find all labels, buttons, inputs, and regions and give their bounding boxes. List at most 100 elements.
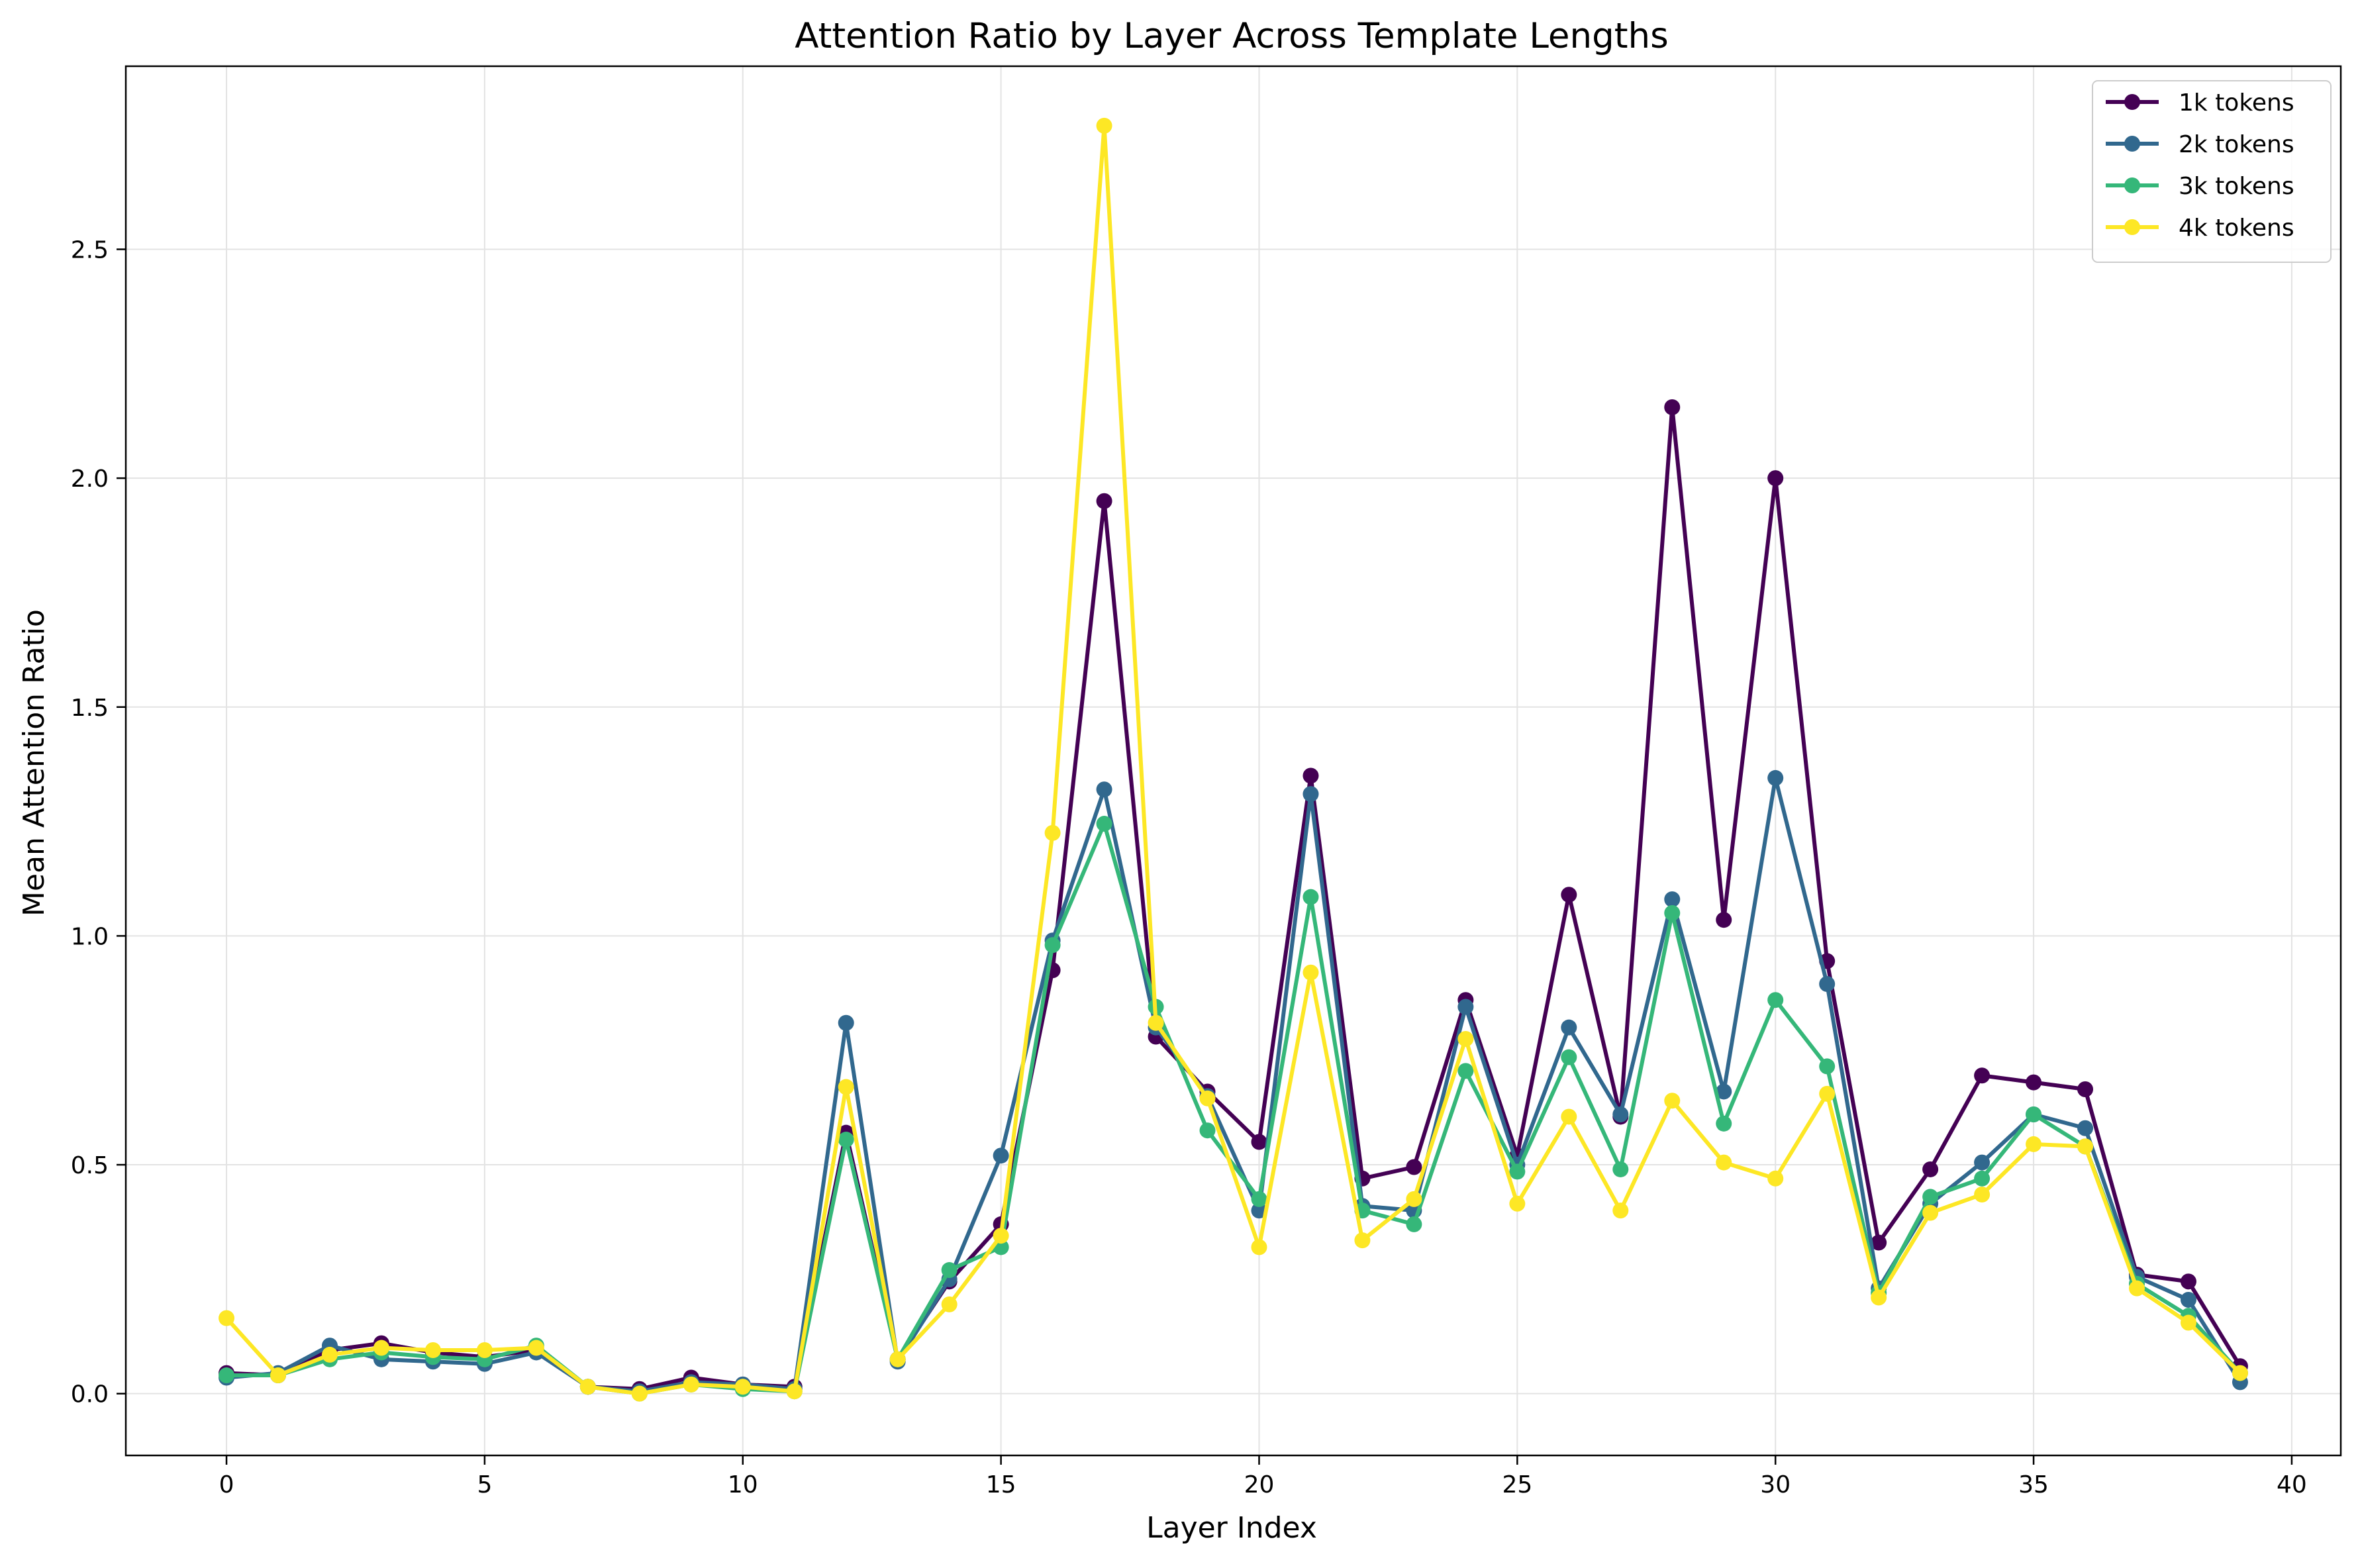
data-point <box>579 1379 596 1395</box>
data-point <box>1612 1202 1629 1219</box>
data-point <box>1096 117 1112 134</box>
axes: 0 5 10 15 20 25 30 35 40 0.0 0.5 1.0 1.5 2.0 2.5 <box>71 65 2342 1498</box>
data-point <box>1974 1186 1991 1202</box>
grid <box>126 66 2341 1455</box>
data-point <box>941 1296 958 1312</box>
data-point <box>1922 1204 1939 1221</box>
data-point <box>1303 964 1319 981</box>
data-point <box>1922 1189 1939 1205</box>
x-tick-label: 35 <box>2018 1471 2049 1498</box>
legend-label: 2k tokens <box>2179 131 2294 158</box>
data-point <box>1457 1030 1474 1047</box>
data-point <box>786 1383 803 1400</box>
data-point <box>838 1079 854 1095</box>
data-point <box>1406 1191 1422 1207</box>
data-point <box>1096 816 1112 832</box>
data-point <box>1044 937 1061 954</box>
data-point <box>373 1340 389 1356</box>
y-tick-label: 2.0 <box>71 466 109 493</box>
y-tick-label: 1.5 <box>71 695 109 722</box>
data-point <box>476 1342 493 1359</box>
x-tick-label: 0 <box>219 1471 234 1498</box>
x-axis-title: Layer Index <box>1146 1511 1317 1545</box>
x-tick-label: 25 <box>1502 1471 1532 1498</box>
data-point <box>1457 1063 1474 1079</box>
y-tick-label: 2.5 <box>71 237 109 264</box>
data-point <box>1509 1163 1526 1180</box>
legend-marker <box>2124 219 2140 235</box>
data-point <box>1871 1234 1887 1251</box>
data-point <box>1354 1232 1371 1249</box>
legend-item: 2k tokens <box>2106 131 2294 158</box>
data-point <box>1819 1085 1836 1102</box>
data-point <box>1251 1239 1267 1255</box>
data-point <box>1199 1122 1216 1139</box>
data-point <box>528 1340 544 1356</box>
data-point <box>1767 769 1784 786</box>
y-tick-label: 1.0 <box>71 923 109 950</box>
data-point <box>1767 470 1784 487</box>
data-point <box>1406 1159 1422 1175</box>
data-point <box>1767 1170 1784 1187</box>
series-line <box>224 123 2242 1396</box>
legend: 1k tokens 2k tokens 3k tokens 4k tokens <box>2092 80 2332 263</box>
data-point <box>838 1014 854 1031</box>
y-tick-label: 0.0 <box>71 1381 109 1408</box>
data-point <box>1251 1134 1267 1150</box>
data-point <box>1716 1083 1732 1100</box>
data-point <box>2180 1314 2196 1331</box>
data-point <box>1974 1170 1991 1187</box>
data-point <box>1716 1154 1732 1171</box>
data-point <box>2077 1138 2094 1155</box>
series-4k-tokens <box>219 117 2248 1402</box>
data-point <box>734 1379 751 1395</box>
data-point <box>1044 824 1061 841</box>
legend-box <box>2092 80 2332 263</box>
data-point <box>1303 889 1319 905</box>
data-point <box>1251 1202 1267 1219</box>
x-tick-label: 5 <box>477 1471 492 1498</box>
data-point <box>424 1342 441 1359</box>
data-point <box>1509 1195 1526 1212</box>
data-point <box>219 1310 235 1326</box>
x-tick-label: 10 <box>728 1471 758 1498</box>
legend-marker <box>2124 177 2140 193</box>
data-point <box>2129 1280 2145 1297</box>
data-point <box>1871 1289 1887 1306</box>
data-point <box>1664 905 1681 921</box>
data-point <box>1819 975 1836 992</box>
data-point <box>1664 1093 1681 1109</box>
data-point <box>1716 1115 1732 1132</box>
legend-label: 4k tokens <box>2179 215 2294 242</box>
data-point <box>1561 887 1577 903</box>
data-point <box>2232 1365 2248 1381</box>
data-point <box>270 1367 287 1384</box>
x-tick-label: 40 <box>2277 1471 2307 1498</box>
data-point <box>889 1351 906 1367</box>
data-point <box>1922 1161 1939 1177</box>
data-point <box>1561 1108 1577 1125</box>
data-point <box>1716 912 1732 928</box>
data-point <box>1612 1106 1629 1123</box>
data-point <box>219 1367 235 1384</box>
data-point <box>2180 1291 2196 1308</box>
data-point <box>321 1346 338 1363</box>
data-point <box>1612 1161 1629 1177</box>
plot-frame <box>124 65 2342 1457</box>
data-point <box>1406 1216 1422 1232</box>
data-point <box>1664 399 1681 415</box>
data-point <box>1767 992 1784 1008</box>
legend-label: 3k tokens <box>2179 173 2294 200</box>
data-point <box>2077 1081 2094 1097</box>
y-axis-title: Mean Attention Ratio <box>17 609 51 916</box>
legend-label: 1k tokens <box>2179 89 2294 117</box>
data-point <box>2077 1120 2094 1136</box>
data-point <box>2180 1273 2196 1290</box>
data-point <box>838 1132 854 1148</box>
data-point <box>1096 781 1112 798</box>
data-point <box>1819 1058 1836 1075</box>
x-tick-label: 15 <box>986 1471 1016 1498</box>
data-point <box>1974 1154 1991 1171</box>
